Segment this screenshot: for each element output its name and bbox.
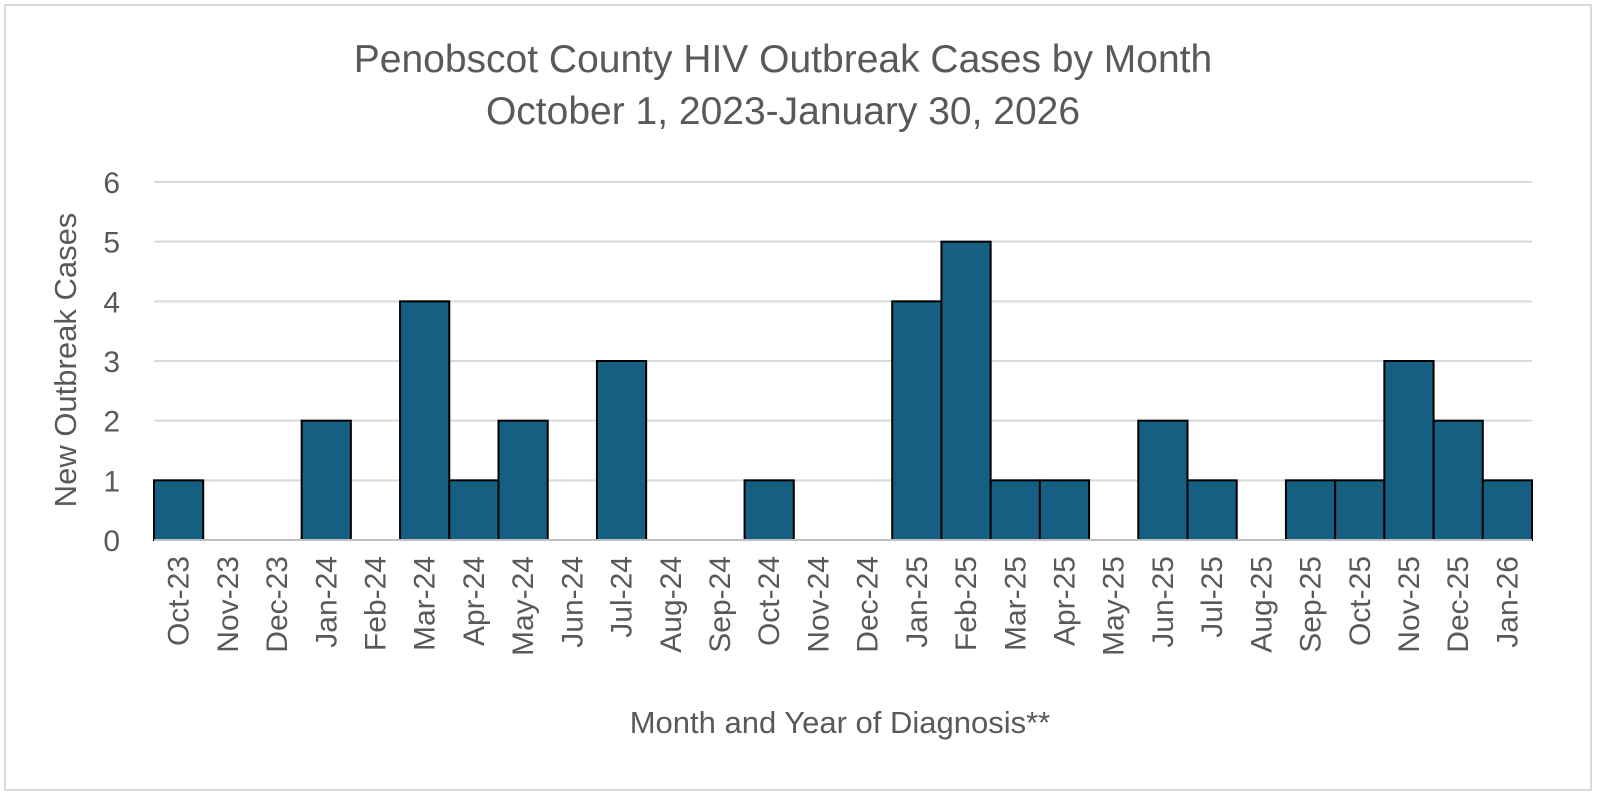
bar xyxy=(595,360,648,541)
bar xyxy=(891,300,943,542)
x-tick-label: Nov-25 xyxy=(1393,556,1426,653)
y-tick-label: 3 xyxy=(103,346,120,379)
bar xyxy=(399,300,451,542)
bar xyxy=(448,479,500,542)
x-tick-label: Dec-25 xyxy=(1442,556,1475,653)
y-tick-label: 2 xyxy=(103,406,120,439)
bar xyxy=(989,479,1041,542)
x-tick-label: Dec-24 xyxy=(852,556,885,653)
bar xyxy=(940,240,992,542)
x-tick-label: Oct-24 xyxy=(753,556,786,646)
x-tick-label: Mar-24 xyxy=(409,556,442,651)
chart-subtitle: October 1, 2023-January 30, 2026 xyxy=(486,90,1080,133)
bar xyxy=(300,419,352,541)
chart-title: Penobscot County HIV Outbreak Cases by M… xyxy=(354,38,1212,81)
x-tick-label: Nov-23 xyxy=(212,556,245,653)
x-axis-ticks: Oct-23 Nov-23 Dec-23 Jan-24 Feb-24 Mar-24 Apr-… xyxy=(163,556,1525,656)
x-tick-label: Feb-25 xyxy=(950,556,983,651)
y-tick-label: 4 xyxy=(103,286,120,319)
x-tick-label: Dec-23 xyxy=(261,556,294,653)
x-tick-label: Oct-25 xyxy=(1344,556,1377,646)
bar xyxy=(1284,479,1337,542)
bar xyxy=(1137,419,1189,541)
gridlines xyxy=(154,181,1532,482)
y-tick-label: 1 xyxy=(103,465,120,498)
x-tick-label: May-24 xyxy=(507,556,540,656)
y-tick-label: 5 xyxy=(103,227,120,260)
bar xyxy=(1432,419,1484,541)
x-tick-label: Oct-23 xyxy=(163,556,196,646)
x-tick-label: Aug-24 xyxy=(655,556,688,653)
bar xyxy=(497,419,549,541)
bar xyxy=(1334,479,1386,542)
x-tick-label: Nov-24 xyxy=(802,556,835,653)
x-tick-label: Jun-25 xyxy=(1147,556,1180,648)
x-tick-label: May-25 xyxy=(1098,556,1131,656)
bar xyxy=(1038,479,1091,542)
x-tick-label: Jul-24 xyxy=(606,556,639,638)
x-axis-title: Month and Year of Diagnosis** xyxy=(630,705,1051,740)
bar xyxy=(743,479,795,542)
y-tick-label: 6 xyxy=(103,167,120,200)
bar xyxy=(1186,479,1238,542)
x-tick-label: Sep-24 xyxy=(704,556,737,653)
chart-frame xyxy=(4,4,1592,791)
x-tick-label: Jan-26 xyxy=(1491,556,1524,648)
x-tick-label: Jun-24 xyxy=(556,556,589,648)
x-tick-label: Jan-25 xyxy=(901,556,934,648)
x-tick-label: Mar-25 xyxy=(999,556,1032,651)
bar xyxy=(1383,360,1435,541)
y-axis-ticks: 0 1 2 3 4 5 6 xyxy=(103,167,120,558)
x-tick-label: Apr-24 xyxy=(458,556,491,646)
bar xyxy=(1481,479,1534,542)
x-tick-label: Aug-25 xyxy=(1245,556,1278,653)
x-tick-label: Jan-24 xyxy=(310,556,343,648)
y-axis-title: New Outbreak Cases xyxy=(48,213,83,508)
x-tick-label: Apr-25 xyxy=(1048,556,1081,646)
x-tick-label: Sep-25 xyxy=(1295,556,1328,653)
x-tick-label: Feb-24 xyxy=(359,556,392,651)
y-tick-label: 0 xyxy=(103,525,120,558)
bars xyxy=(153,240,1534,542)
bar xyxy=(153,479,205,542)
x-tick-label: Jul-25 xyxy=(1196,556,1229,638)
